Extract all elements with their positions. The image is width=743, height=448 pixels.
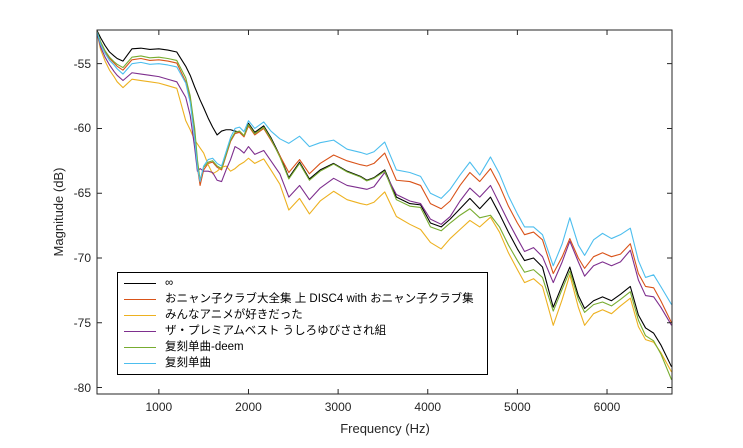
y-tick-label: -65 (73, 186, 91, 201)
legend-label: おニャン子クラブ大全集 上 DISC4 with おニャン子クラブ集 (165, 293, 474, 306)
legend-item: 复刻单曲-deem (124, 340, 481, 355)
legend-label: 复刻单曲-deem (165, 340, 244, 353)
y-tick-label: -55 (73, 56, 91, 71)
legend-label: ∞ (165, 277, 174, 290)
legend-line-sample (124, 362, 156, 364)
legend-line-sample (124, 315, 156, 317)
x-tick-label: 1000 (145, 400, 173, 414)
legend-line-sample (124, 283, 156, 285)
legend-label: みんなアニメが好きだった (165, 309, 303, 322)
series-line (97, 30, 672, 326)
x-tick-label: 6000 (593, 400, 621, 414)
y-axis-label: Magnitude (dB) (51, 167, 66, 257)
x-axis-label: Frequency (Hz) (340, 421, 430, 436)
x-tick-label: 4000 (414, 400, 442, 414)
x-tick-label: 2000 (235, 400, 262, 414)
y-tick-label: -80 (73, 380, 91, 395)
legend-line-sample (124, 330, 156, 332)
x-tick-label: 5000 (504, 400, 531, 414)
legend-label: 复刻单曲 (165, 356, 211, 369)
legend-item: ザ・プレミアムベスト うしろゆびさされ組 (124, 324, 481, 339)
legend-item: みんなアニメが好きだった (124, 308, 481, 323)
legend-item: ∞ (124, 276, 481, 291)
series-line (97, 30, 672, 380)
legend: ∞ おニャン子クラブ大全集 上 DISC4 with おニャン子クラブ集 みんな… (117, 272, 488, 375)
y-tick-label: -60 (73, 121, 91, 136)
y-tick-label: -70 (73, 250, 91, 265)
series-line (97, 30, 672, 305)
series-line (97, 30, 672, 373)
legend-label: ザ・プレミアムベスト うしろゆびさされ組 (165, 324, 387, 337)
legend-line-sample (124, 346, 156, 348)
series-line (97, 30, 672, 368)
legend-item: おニャン子クラブ大全集 上 DISC4 with おニャン子クラブ集 (124, 292, 481, 307)
legend-item: 复刻单曲 (124, 356, 481, 371)
x-tick-label: 3000 (324, 400, 352, 414)
legend-line-sample (124, 299, 156, 301)
series-line (97, 30, 672, 323)
axis-ticks (97, 30, 672, 394)
y-tick-label: -75 (73, 315, 91, 330)
